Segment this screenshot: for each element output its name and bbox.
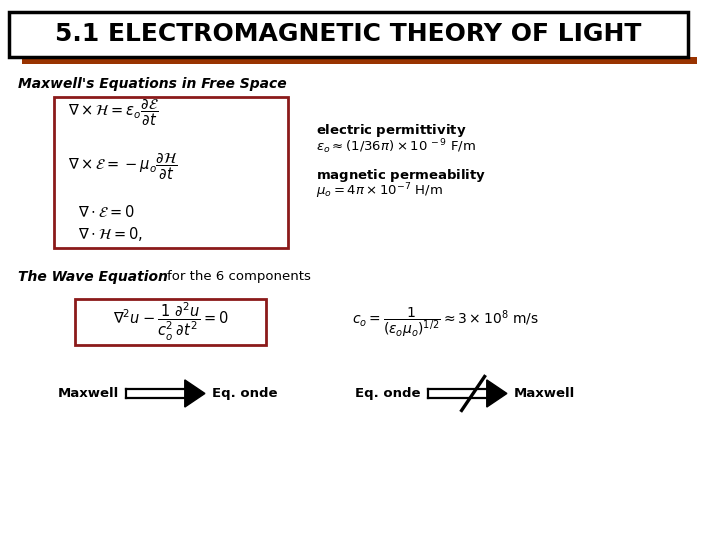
Bar bbox=[75, 299, 266, 345]
Text: 5.1 ELECTROMAGNETIC THEORY OF LIGHT: 5.1 ELECTROMAGNETIC THEORY OF LIGHT bbox=[55, 23, 641, 46]
Text: Eq. onde: Eq. onde bbox=[212, 387, 278, 400]
Text: $\mathbf{electric\ permittivity}$: $\mathbf{electric\ permittivity}$ bbox=[316, 122, 467, 140]
Text: Eq. onde: Eq. onde bbox=[355, 387, 421, 400]
Bar bbox=[22, 57, 697, 64]
Text: Maxwell: Maxwell bbox=[58, 387, 119, 400]
Text: The Wave Equation: The Wave Equation bbox=[18, 270, 168, 284]
Text: for the 6 components: for the 6 components bbox=[167, 270, 311, 283]
Text: $\nabla \cdot \mathcal{E} = 0$: $\nabla \cdot \mathcal{E} = 0$ bbox=[78, 204, 134, 220]
Text: $\nabla^2 u - \dfrac{1}{c_o^2}\dfrac{\partial^2 u}{\partial t^2} = 0$: $\nabla^2 u - \dfrac{1}{c_o^2}\dfrac{\pa… bbox=[113, 301, 229, 343]
Polygon shape bbox=[185, 380, 205, 407]
Text: $\epsilon_o \approx (1/36\pi) \times 10^{\,-9}\ \mathrm{F/m}$: $\epsilon_o \approx (1/36\pi) \times 10^… bbox=[316, 138, 477, 156]
Text: $\nabla \cdot \mathcal{H} = 0,$: $\nabla \cdot \mathcal{H} = 0,$ bbox=[78, 225, 142, 244]
Text: $\nabla \times \mathcal{H} = \epsilon_o \dfrac{\partial \mathcal{E}}{\partial t}: $\nabla \times \mathcal{H} = \epsilon_o … bbox=[68, 98, 159, 128]
Text: Maxwell: Maxwell bbox=[514, 387, 575, 400]
Bar bbox=[9, 12, 688, 57]
Text: Maxwell's Equations in Free Space: Maxwell's Equations in Free Space bbox=[18, 77, 287, 91]
Text: $\mathbf{magnetic\ permeability}$: $\mathbf{magnetic\ permeability}$ bbox=[316, 167, 487, 184]
Text: $c_o = \dfrac{1}{(\epsilon_o \mu_o)^{1/2}} \approx 3 \times 10^8\ \mathrm{m/s}$: $c_o = \dfrac{1}{(\epsilon_o \mu_o)^{1/2… bbox=[352, 305, 539, 339]
Bar bbox=[54, 97, 288, 248]
Text: $\mu_o = 4\pi \times 10^{-7}\ \mathrm{H/m}$: $\mu_o = 4\pi \times 10^{-7}\ \mathrm{H/… bbox=[316, 182, 444, 201]
Text: $\nabla \times \mathcal{E} = -\mu_o \dfrac{\partial \mathcal{H}}{\partial t}$: $\nabla \times \mathcal{E} = -\mu_o \dfr… bbox=[68, 152, 178, 182]
Polygon shape bbox=[487, 380, 507, 407]
